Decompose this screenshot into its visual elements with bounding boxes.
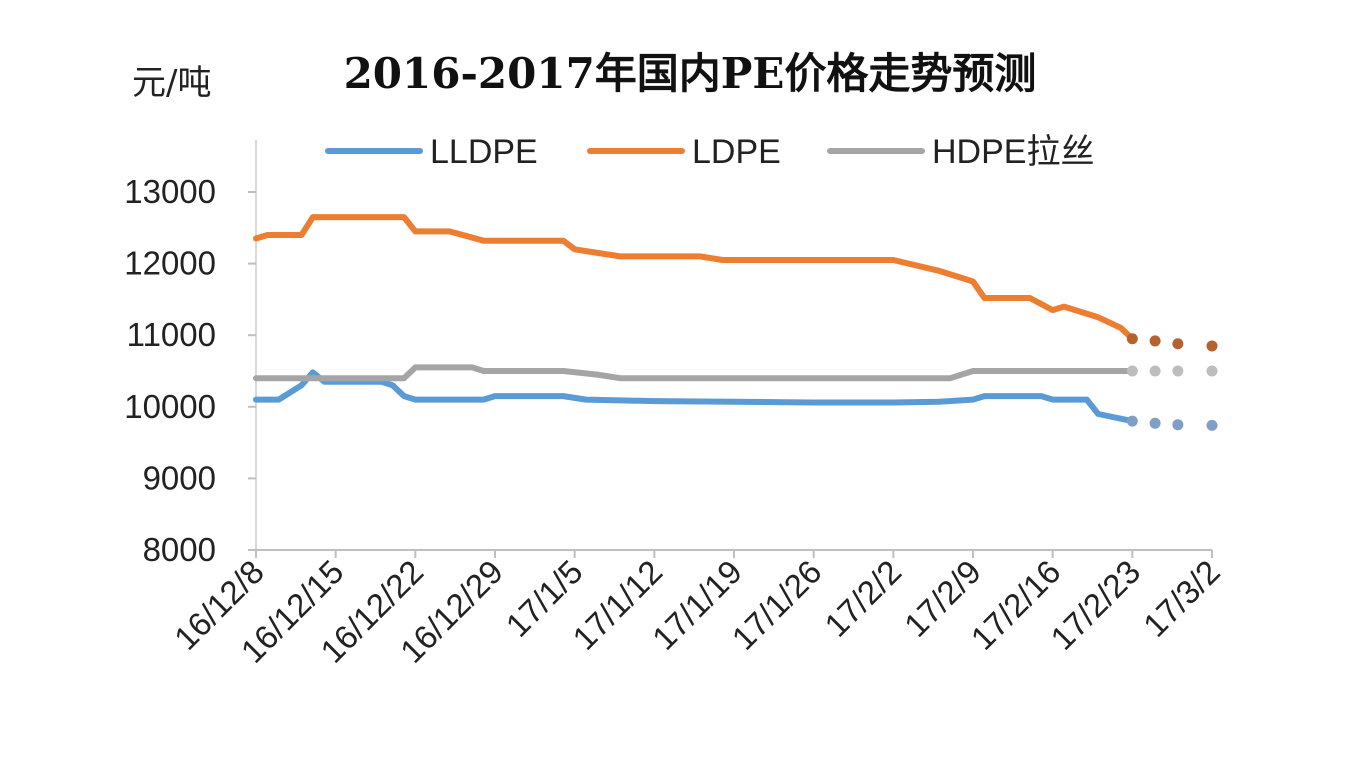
- x-axis: 16/12/816/12/1516/12/2216/12/2917/1/517/…: [167, 550, 1227, 670]
- y-axis: 8000 9000 10000 11000 12000 13000: [124, 173, 256, 568]
- x-tick-label: 17/2/2: [817, 553, 908, 644]
- series-2-forecast-point: [1172, 338, 1184, 350]
- legend-label: HDPE拉丝: [932, 133, 1094, 171]
- series-1-forecast-point: [1206, 419, 1218, 431]
- x-tick-label: 17/3/2: [1136, 553, 1227, 644]
- y-tick-label: 11000: [127, 316, 216, 353]
- legend-label: LLDPE: [430, 133, 538, 171]
- x-tick-label: 17/1/19: [645, 553, 749, 657]
- x-tick-label: 17/2/16: [964, 553, 1068, 657]
- y-tick-label: 8000: [143, 531, 216, 568]
- legend: LLDPE LDPE HDPE拉丝: [325, 133, 1094, 171]
- y-tick-label: 12000: [124, 245, 216, 282]
- series-3-forecast-point: [1126, 365, 1138, 377]
- unit-label: 元/吨: [132, 63, 211, 103]
- y-tick-label: 9000: [143, 459, 216, 496]
- series-2-forecast-point: [1149, 335, 1161, 347]
- legend-label: LDPE: [692, 133, 781, 171]
- series-group: [253, 214, 1218, 431]
- series-1-forecast-point: [1126, 415, 1138, 427]
- series-1-line: [253, 369, 1136, 425]
- series-3-forecast-point: [1206, 365, 1218, 377]
- series-2-forecast-point: [1206, 340, 1218, 352]
- series-1-forecast-point: [1172, 419, 1184, 431]
- x-tick-label: 17/1/26: [725, 553, 829, 657]
- series-3-forecast-point: [1172, 365, 1184, 377]
- series-1-forecast-point: [1149, 417, 1161, 429]
- series-3-forecast-point: [1149, 365, 1161, 377]
- series-2-line: [253, 214, 1136, 342]
- series-3-line: [253, 364, 1136, 382]
- series-2-forecast-point: [1126, 333, 1138, 345]
- plot-area: 8000 9000 10000 11000 12000 13000 16/12/816/1…: [124, 140, 1227, 670]
- y-tick-label: 13000: [124, 173, 216, 210]
- chart-title: 2016-2017年国内PE价格走势预测: [344, 49, 1037, 98]
- x-tick-label: 17/1/12: [565, 553, 669, 657]
- x-tick-label: 17/2/23: [1043, 553, 1147, 657]
- y-tick-label: 10000: [124, 388, 216, 425]
